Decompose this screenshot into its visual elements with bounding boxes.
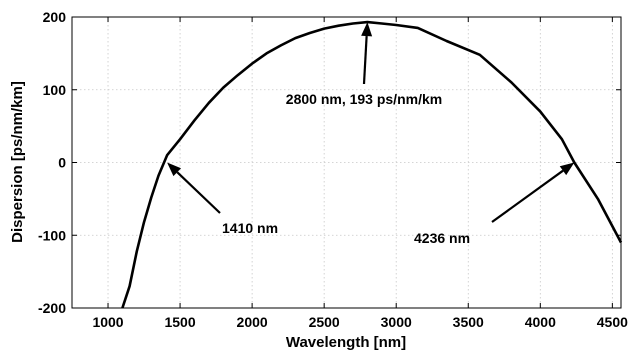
x-tick-label: 2500 — [309, 314, 340, 330]
annotation-zero-4236-arrowhead — [559, 162, 575, 176]
x-axis-title: Wavelength [nm] — [286, 334, 406, 351]
y-tick-label: -100 — [38, 227, 66, 243]
y-axis-title: Dispersion [ps/nm/km] — [9, 81, 26, 243]
annotation-peak-label: 2800 nm, 193 ps/nm/km — [286, 91, 442, 107]
annotations: 2800 nm, 193 ps/nm/km 1410 nm 4236 nm — [167, 22, 575, 246]
x-tick-label: 2000 — [237, 314, 268, 330]
axis-ticks: 1000 1500 2000 2500 3000 3500 4000 4500-200-100… — [38, 9, 628, 330]
dispersion-curve — [121, 20, 623, 309]
x-tick-label: 1500 — [164, 314, 195, 330]
annotation-peak-arrow — [362, 36, 368, 85]
annotation-zero-1410-arrowhead — [167, 162, 182, 177]
y-tick-label: 200 — [43, 9, 67, 25]
plot-frame — [71, 16, 622, 309]
y-tick-label: 0 — [58, 155, 66, 171]
x-tick-label: 1000 — [92, 314, 123, 330]
x-tick-label: 3500 — [453, 314, 484, 330]
grid-lines — [72, 17, 621, 308]
x-tick-label: 4500 — [597, 314, 628, 330]
annotation-zero-4236-arrow — [491, 169, 564, 223]
annotation-peak-arrowhead — [361, 22, 373, 37]
annotation-zero-1410-label: 1410 nm — [222, 220, 278, 236]
x-tick-label: 4000 — [525, 314, 556, 330]
y-tick-label: -200 — [38, 300, 66, 316]
y-tick-label: 100 — [43, 82, 67, 98]
annotation-zero-4236-label: 4236 nm — [414, 230, 470, 246]
x-tick-label: 3000 — [381, 314, 412, 330]
annotation-zero-1410-arrow — [176, 171, 221, 214]
